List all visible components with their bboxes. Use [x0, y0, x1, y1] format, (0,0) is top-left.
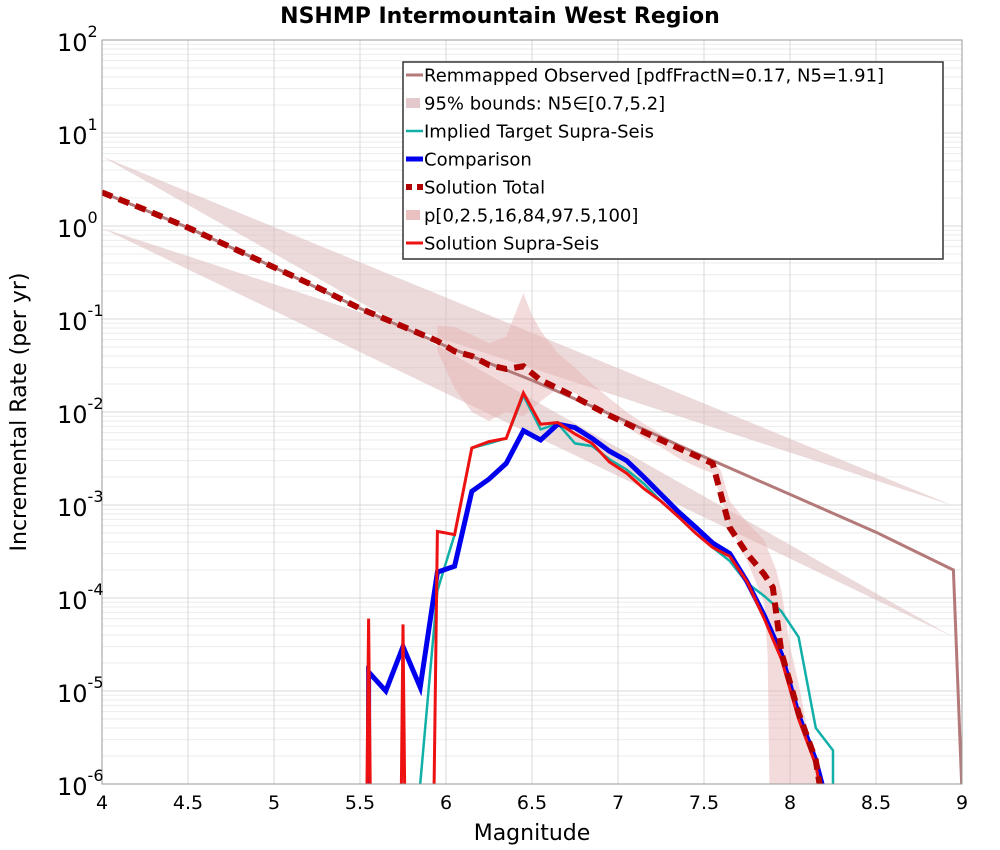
x-axis-label: Magnitude	[474, 821, 591, 846]
x-tick-label: 4.5	[173, 792, 203, 814]
legend-label: Comparison	[424, 150, 532, 171]
x-tick-label: 7.5	[689, 792, 719, 814]
y-tick-label: 10-5	[57, 673, 104, 708]
plot-frame	[101, 39, 963, 785]
y-tick-label: 10-3	[57, 487, 104, 522]
legend-label: Solution Supra-Seis	[424, 234, 599, 255]
x-tick-label: 5	[268, 792, 280, 814]
series-line-3	[365, 389, 821, 784]
legend-label: Implied Target Supra-Seis	[424, 122, 654, 143]
y-tick-label: 100	[57, 208, 98, 243]
legend-swatch	[406, 98, 420, 108]
legend: Remmapped Observed [pdfFractN=0.17, N5=1…	[402, 61, 944, 260]
band-1	[437, 293, 821, 784]
y-tick-label: 102	[57, 22, 98, 57]
x-tick-label: 8	[784, 792, 796, 814]
series-lines	[102, 189, 962, 784]
x-tick-label: 8.5	[861, 792, 891, 814]
y-tick-labels: 102 101 100 10-1 10-2 10-3 10-4 10-5 10-6	[57, 22, 104, 801]
band-0	[102, 156, 954, 638]
x-tick-label: 6	[440, 792, 452, 814]
legend-box	[402, 61, 944, 260]
legend-label: 95% bounds: N5∈[0.7,5.2]	[424, 94, 665, 115]
y-tick-label: 10-2	[57, 394, 104, 429]
legend-label: p[0,2.5,16,84,97.5,100]	[424, 206, 638, 227]
x-tick-label: 6.5	[517, 792, 547, 814]
x-tick-label: 9	[956, 792, 968, 814]
y-axis-label: Incremental Rate (per yr)	[7, 273, 32, 552]
y-tick-label: 10-1	[57, 301, 104, 336]
legend-label: Remmapped Observed [pdfFractN=0.17, N5=1…	[424, 66, 884, 87]
y-tick-label: 10-4	[57, 580, 104, 615]
legend-label: Solution Total	[424, 178, 545, 199]
x-tick-label: 4	[96, 792, 108, 814]
chart-title: NSHMP Intermountain West Region	[280, 4, 720, 29]
x-tick-label: 7	[612, 792, 624, 814]
x-tick-labels: 4 4.5 5 5.5 6 6.5 7 7.5 8 8.5 9	[96, 792, 968, 814]
x-tick-label: 5.5	[345, 792, 375, 814]
y-tick-label: 101	[57, 115, 98, 150]
bands	[102, 156, 954, 784]
legend-swatch	[406, 210, 420, 220]
y-tick-label: 10-6	[57, 766, 104, 801]
